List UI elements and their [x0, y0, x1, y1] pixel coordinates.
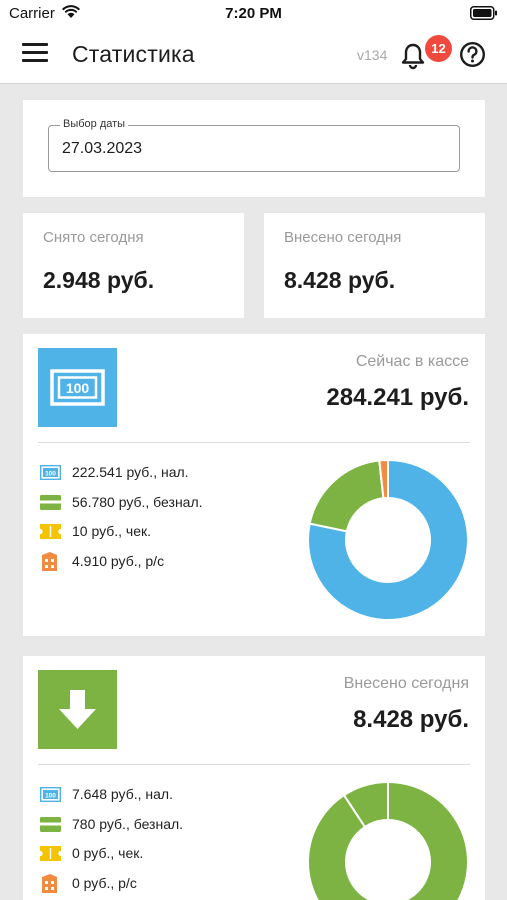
app-bar: Статистика v134 12 — [0, 26, 507, 84]
date-picker-field[interactable]: Выбор даты 27.03.2023 — [48, 118, 460, 172]
banknote-icon: 100 — [38, 348, 117, 427]
cash-icon: 100 — [39, 786, 62, 807]
legend-text: 7.648 руб., нал. — [72, 786, 173, 802]
deposited-today-value: 8.428 руб. — [284, 267, 396, 293]
bell-icon — [401, 43, 425, 70]
divider — [38, 442, 470, 443]
withdrawn-today-value: 2.948 руб. — [43, 267, 155, 293]
page-title: Статистика — [72, 41, 195, 67]
account-icon — [40, 873, 61, 899]
check-icon — [40, 524, 61, 544]
legend-text: 0 руб., р/с — [72, 874, 137, 891]
legend-text: 4.910 руб., р/с — [72, 552, 165, 569]
deposited-today-detail-card: Внесено сегодня 8.428 руб. 100 7.648 руб… — [23, 656, 485, 900]
donut-slice-нал. — [307, 459, 469, 621]
legend-text: 222.541 руб., нал. — [72, 464, 189, 480]
deposited-today-card: Внесено сегодня 8.428 руб. — [264, 213, 485, 318]
legend-text: 10 руб., чек. — [72, 523, 152, 539]
donut-slice-р/с — [378, 459, 389, 500]
card-icon — [40, 494, 61, 515]
date-card: Выбор даты 27.03.2023 — [23, 100, 485, 197]
account-icon — [40, 551, 61, 577]
battery-icon — [470, 6, 498, 25]
withdrawn-today-label: Снято сегодня — [43, 229, 144, 246]
notification-badge: 12 — [425, 35, 452, 62]
cash-icon: 100 — [39, 464, 62, 485]
arrow-down-icon — [38, 670, 117, 749]
help-button[interactable] — [459, 41, 486, 73]
divider — [38, 764, 470, 765]
cash-register-total: 284.241 руб. — [326, 384, 469, 411]
legend-text: 56.780 руб., безнал. — [72, 493, 203, 510]
svg-text:100: 100 — [45, 792, 56, 799]
app-version: v134 — [357, 47, 388, 63]
deposited-today-title: Внесено сегодня — [343, 675, 469, 692]
clock: 7:20 PM — [225, 5, 282, 22]
date-picker-value: 27.03.2023 — [62, 140, 143, 157]
menu-icon — [22, 43, 48, 46]
deposited-today-total: 8.428 руб. — [353, 706, 469, 733]
donut-slice-нал. — [307, 781, 469, 900]
menu-button[interactable] — [22, 43, 48, 67]
wifi-icon — [62, 5, 80, 24]
withdrawn-today-card: Снято сегодня 2.948 руб. — [23, 213, 244, 318]
date-picker-label: Выбор даты — [60, 118, 129, 130]
check-icon — [40, 846, 61, 866]
legend-text: 0 руб., чек. — [72, 845, 144, 861]
svg-text:100: 100 — [66, 380, 90, 396]
help-icon — [459, 41, 486, 68]
status-bar: Carrier 7:20 PM — [0, 0, 507, 26]
notifications-button[interactable] — [400, 42, 426, 75]
donut-slice-безнал. — [308, 459, 385, 533]
deposited-today-label: Внесено сегодня — [284, 229, 402, 246]
card-icon — [40, 816, 61, 837]
cash-register-title: Сейчас в кассе — [355, 353, 469, 370]
cash-register-donut-chart — [307, 459, 469, 621]
carrier-label: Carrier — [9, 5, 55, 22]
deposited-today-donut-chart — [307, 781, 469, 900]
cash-register-card: 100 Сейчас в кассе 284.241 руб. 100 222.… — [23, 334, 485, 636]
svg-text:100: 100 — [45, 470, 56, 477]
donut-slice-безнал. — [342, 781, 389, 829]
legend-text: 780 руб., безнал. — [72, 815, 184, 832]
